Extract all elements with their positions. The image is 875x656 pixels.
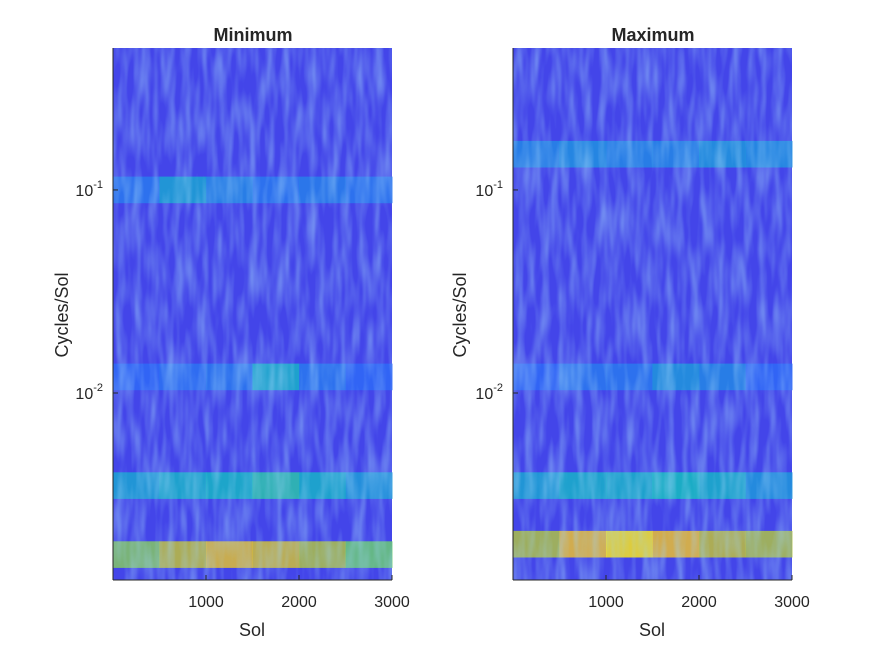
x-tick-label: 1000	[588, 594, 624, 611]
y-tick-label: 10-1	[75, 179, 103, 200]
panel-title: Maximum	[611, 25, 694, 45]
y-tick-label: 10-1	[475, 179, 503, 200]
axis-ticks: 1000 2000 3000 10-1 10-2	[475, 48, 810, 611]
x-tick-label: 3000	[774, 594, 810, 611]
heatmap-area	[513, 48, 793, 580]
heatmap-texture	[113, 48, 392, 580]
y-axis-label: Cycles/Sol	[52, 272, 72, 357]
x-tick-label: 2000	[281, 594, 317, 611]
heatmap-texture	[513, 48, 792, 580]
axis-ticks: 1000 2000 3000 10-1 10-2	[75, 48, 410, 611]
x-axis-label: Sol	[639, 620, 665, 640]
y-axis-label: Cycles/Sol	[450, 272, 470, 357]
panel-maximum: Maximum 1000 2000 3000 10-1 10-2 Sol Cycles/…	[450, 25, 810, 640]
panel-title: Minimum	[214, 25, 293, 45]
y-tick-label: 10-2	[475, 382, 503, 403]
x-tick-label: 1000	[188, 594, 224, 611]
y-tick-label: 10-2	[75, 382, 103, 403]
x-axis-label: Sol	[239, 620, 265, 640]
heatmap-area	[113, 48, 393, 580]
x-tick-label: 3000	[374, 594, 410, 611]
x-tick-label: 2000	[681, 594, 717, 611]
panel-minimum: Minimum 1000 2000 3000 10-1 10-2 Sol Cycles/…	[52, 25, 410, 640]
